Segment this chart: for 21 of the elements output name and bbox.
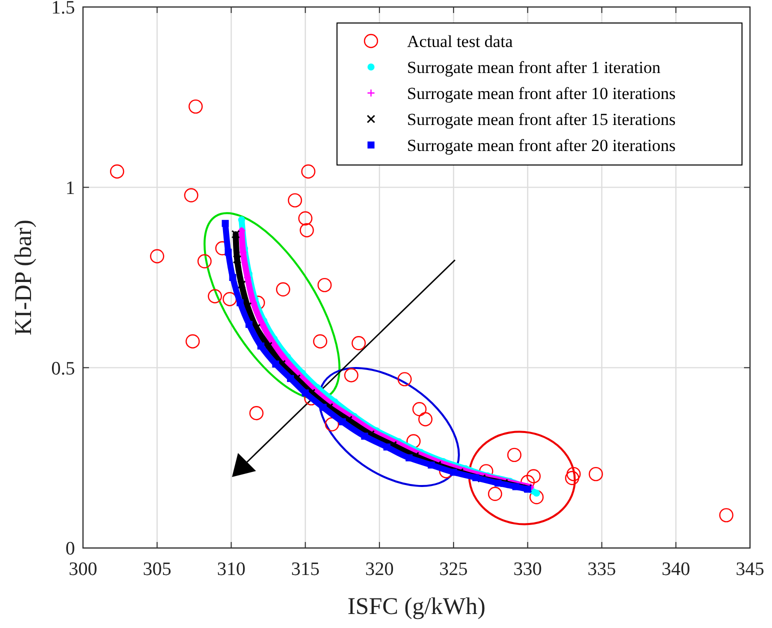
y-axis-title: KI-DP (bar) xyxy=(11,220,37,336)
x-tick-label: 305 xyxy=(142,559,172,580)
legend-label: Surrogate mean front after 20 iterations xyxy=(407,136,676,155)
x-tick-label: 340 xyxy=(662,559,690,580)
x-tick-label: 325 xyxy=(439,559,468,580)
legend-label: Surrogate mean front after 15 iterations xyxy=(407,110,676,129)
x-tick-label: 315 xyxy=(291,559,320,580)
x-tick-label: 300 xyxy=(68,559,98,580)
x-tick-label: 320 xyxy=(365,559,394,580)
x-tick-label: 330 xyxy=(513,559,542,580)
y-tick-label: 1 xyxy=(66,178,75,199)
x-tick-label: 345 xyxy=(736,559,764,580)
legend-label: Actual test data xyxy=(407,32,514,51)
y-tick-label: 0 xyxy=(66,538,75,560)
x-tick-label: 310 xyxy=(216,559,246,580)
x-axis-title: ISFC (g/kWh) xyxy=(348,594,486,620)
y-tick-label: 1.5 xyxy=(51,0,75,19)
legend-label: Surrogate mean front after 10 iterations xyxy=(407,84,676,103)
legend-label: Surrogate mean front after 1 iteration xyxy=(407,58,661,77)
x-tick-label: 335 xyxy=(588,559,616,580)
y-tick-label: 0.5 xyxy=(51,358,75,380)
